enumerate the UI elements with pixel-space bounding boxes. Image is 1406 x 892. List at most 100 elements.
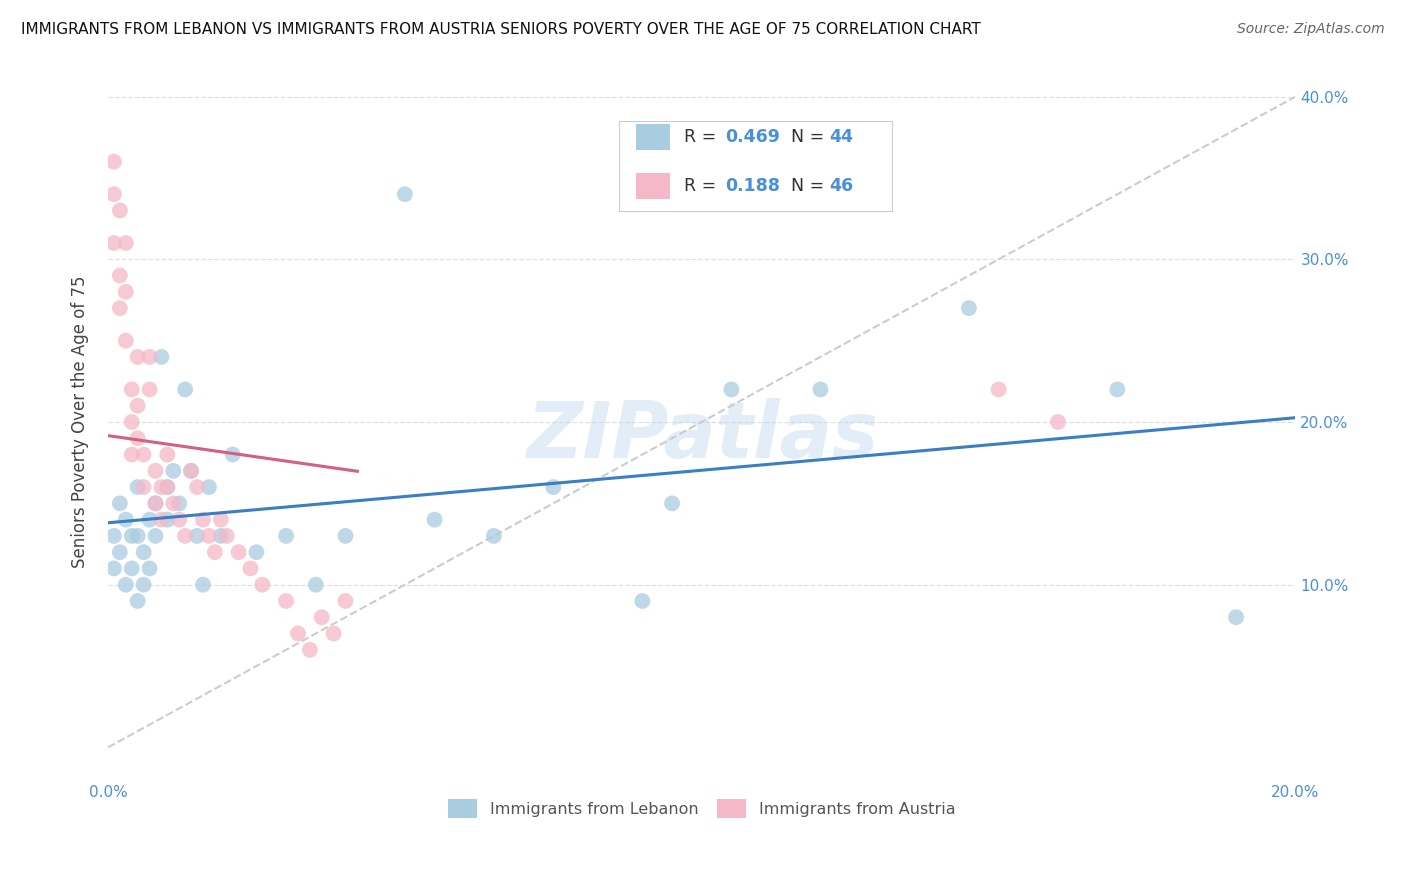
Point bbox=[167, 513, 190, 527]
Point bbox=[1046, 415, 1069, 429]
Point bbox=[121, 448, 143, 462]
Point bbox=[167, 496, 190, 510]
Point bbox=[108, 268, 131, 283]
Point bbox=[1107, 383, 1129, 397]
Bar bbox=[637, 124, 669, 150]
Bar bbox=[637, 173, 669, 199]
Point bbox=[394, 187, 416, 202]
Point bbox=[145, 496, 167, 510]
Point bbox=[204, 545, 226, 559]
Point bbox=[335, 594, 357, 608]
Point bbox=[127, 399, 149, 413]
Point bbox=[132, 480, 155, 494]
Text: N =: N = bbox=[790, 128, 830, 146]
Point bbox=[127, 350, 149, 364]
Legend: Immigrants from Lebanon, Immigrants from Austria: Immigrants from Lebanon, Immigrants from… bbox=[440, 791, 963, 826]
Point bbox=[191, 578, 214, 592]
Point bbox=[108, 496, 131, 510]
Point bbox=[305, 578, 328, 592]
Point bbox=[162, 496, 184, 510]
Point bbox=[252, 578, 274, 592]
Point bbox=[287, 626, 309, 640]
Point bbox=[103, 187, 125, 202]
Point bbox=[274, 529, 297, 543]
Point bbox=[810, 383, 832, 397]
Text: 0.469: 0.469 bbox=[725, 128, 780, 146]
Point bbox=[423, 513, 446, 527]
Point bbox=[174, 529, 197, 543]
Point bbox=[114, 285, 136, 299]
Text: 44: 44 bbox=[828, 128, 853, 146]
Point bbox=[720, 383, 742, 397]
Point bbox=[274, 594, 297, 608]
Point bbox=[132, 578, 155, 592]
Point bbox=[156, 480, 179, 494]
Point bbox=[127, 431, 149, 445]
Point bbox=[132, 545, 155, 559]
Point bbox=[121, 561, 143, 575]
Point bbox=[108, 545, 131, 559]
Point bbox=[186, 480, 208, 494]
Point bbox=[221, 448, 243, 462]
Point bbox=[121, 415, 143, 429]
Point bbox=[174, 383, 197, 397]
Point bbox=[150, 350, 173, 364]
Point bbox=[121, 383, 143, 397]
Point bbox=[127, 529, 149, 543]
Point bbox=[209, 513, 232, 527]
Point bbox=[150, 480, 173, 494]
Point bbox=[162, 464, 184, 478]
Point bbox=[138, 561, 160, 575]
Text: R =: R = bbox=[683, 177, 727, 194]
Point bbox=[138, 513, 160, 527]
Point bbox=[114, 334, 136, 348]
Point bbox=[957, 301, 980, 315]
Point bbox=[138, 383, 160, 397]
Point bbox=[239, 561, 262, 575]
Point bbox=[543, 480, 565, 494]
Point bbox=[103, 235, 125, 250]
Text: IMMIGRANTS FROM LEBANON VS IMMIGRANTS FROM AUSTRIA SENIORS POVERTY OVER THE AGE : IMMIGRANTS FROM LEBANON VS IMMIGRANTS FR… bbox=[21, 22, 981, 37]
Point bbox=[103, 561, 125, 575]
Text: ZIPatlas: ZIPatlas bbox=[526, 399, 877, 475]
Point bbox=[482, 529, 505, 543]
Point bbox=[987, 383, 1010, 397]
Point bbox=[180, 464, 202, 478]
Point bbox=[209, 529, 232, 543]
Point bbox=[145, 529, 167, 543]
Point bbox=[156, 448, 179, 462]
Point bbox=[108, 301, 131, 315]
Point bbox=[228, 545, 250, 559]
FancyBboxPatch shape bbox=[619, 121, 891, 211]
Point bbox=[127, 480, 149, 494]
Point bbox=[103, 154, 125, 169]
Point bbox=[127, 594, 149, 608]
Text: 0.188: 0.188 bbox=[725, 177, 780, 194]
Point bbox=[191, 513, 214, 527]
Point bbox=[150, 513, 173, 527]
Point bbox=[145, 496, 167, 510]
Point bbox=[114, 513, 136, 527]
Point bbox=[311, 610, 333, 624]
Text: 46: 46 bbox=[828, 177, 853, 194]
Point bbox=[156, 480, 179, 494]
Point bbox=[1225, 610, 1247, 624]
Text: Source: ZipAtlas.com: Source: ZipAtlas.com bbox=[1237, 22, 1385, 37]
Point bbox=[661, 496, 683, 510]
Point bbox=[322, 626, 344, 640]
Point bbox=[138, 350, 160, 364]
Point bbox=[298, 642, 321, 657]
Point bbox=[114, 578, 136, 592]
Point bbox=[186, 529, 208, 543]
Point bbox=[108, 203, 131, 218]
Point bbox=[245, 545, 267, 559]
Point bbox=[103, 529, 125, 543]
Point bbox=[121, 529, 143, 543]
Point bbox=[198, 529, 221, 543]
Point bbox=[180, 464, 202, 478]
Point bbox=[156, 513, 179, 527]
Point bbox=[631, 594, 654, 608]
Point bbox=[198, 480, 221, 494]
Y-axis label: Seniors Poverty Over the Age of 75: Seniors Poverty Over the Age of 75 bbox=[72, 276, 89, 568]
Point bbox=[114, 235, 136, 250]
